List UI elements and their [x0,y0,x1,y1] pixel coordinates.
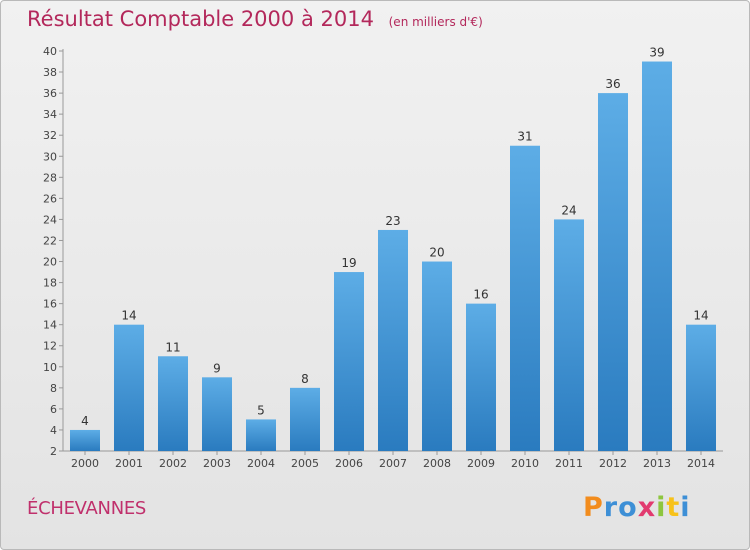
bar [422,261,452,451]
svg-text:Proxiti: Proxiti [583,492,691,523]
chart-subtitle: (en milliers d'€) [388,15,483,29]
data-label: 19 [341,256,356,270]
data-label: 39 [649,46,664,60]
y-tick-label: 24 [43,213,57,226]
data-label: 16 [473,288,488,302]
x-tick-label: 2012 [599,457,627,470]
data-label: 4 [81,414,89,428]
data-label: 24 [561,203,576,217]
x-tick-label: 2010 [511,457,539,470]
data-label: 5 [257,403,265,417]
bar [158,356,188,451]
bar [202,377,232,451]
y-tick-label: 22 [43,234,57,247]
x-tick-label: 2004 [247,457,275,470]
bar [510,145,540,451]
y-tick-label: 16 [43,298,57,311]
y-tick-label: 10 [43,361,57,374]
y-tick-label: 6 [50,403,57,416]
x-tick-label: 2005 [291,457,319,470]
y-tick-label: 8 [50,382,57,395]
data-label: 36 [605,77,620,91]
bar [642,61,672,452]
x-tick-label: 2009 [467,457,495,470]
x-tick-label: 2001 [115,457,143,470]
proxiti-logo: Proxiti [583,487,693,531]
x-tick-label: 2000 [71,457,99,470]
bar [378,229,408,451]
bar [466,303,496,451]
bar [554,219,584,451]
bar [290,387,320,451]
chart-title: Résultat Comptable 2000 à 2014 (en milli… [27,7,483,31]
y-tick-label: 30 [43,150,57,163]
x-tick-label: 2006 [335,457,363,470]
y-tick-label: 32 [43,129,57,142]
x-tick-label: 2008 [423,457,451,470]
chart-title-text: Résultat Comptable 2000 à 2014 [27,7,374,31]
x-tick-label: 2013 [643,457,671,470]
bar [598,93,628,452]
bar [114,324,144,451]
bar [686,324,716,451]
y-tick-label: 40 [43,45,57,58]
data-label: 31 [517,130,532,144]
y-tick-label: 26 [43,192,57,205]
y-tick-label: 4 [50,424,57,437]
x-tick-label: 2007 [379,457,407,470]
y-tick-label: 28 [43,171,57,184]
x-tick-label: 2011 [555,457,583,470]
bar [334,272,364,451]
commune-name: ÉCHEVANNES [27,498,147,519]
bar [246,419,276,451]
y-tick-label: 18 [43,277,57,290]
y-tick-label: 36 [43,87,57,100]
y-tick-label: 2 [50,445,57,458]
x-tick-label: 2014 [687,457,715,470]
data-label: 20 [429,246,444,260]
data-label: 14 [121,309,136,323]
x-tick-label: 2003 [203,457,231,470]
y-tick-label: 14 [43,319,57,332]
bar [70,429,100,451]
data-label: 11 [165,340,180,354]
y-tick-label: 20 [43,256,57,269]
y-tick-label: 34 [43,108,57,121]
data-label: 9 [213,361,221,375]
data-label: 14 [693,309,708,323]
data-label: 23 [385,214,400,228]
y-tick-label: 38 [43,66,57,79]
data-label: 8 [301,372,309,386]
y-tick-label: 12 [43,340,57,353]
x-tick-label: 2002 [159,457,187,470]
